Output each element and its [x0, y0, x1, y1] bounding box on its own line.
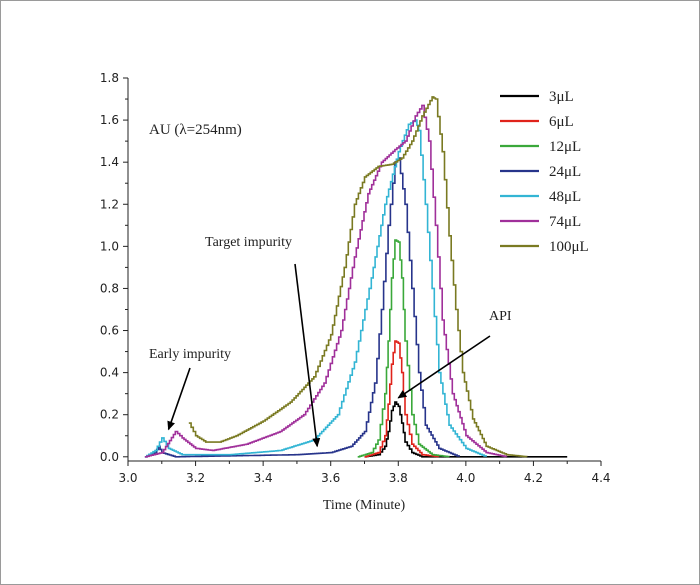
legend-label: 3μL: [549, 89, 574, 105]
x-tick-label: 3.8: [389, 471, 408, 485]
legend: 3μL 6μL 12μL 24μL 48μL 74μL 100μL: [500, 89, 589, 255]
y-axis-annotation: AU (λ=254nm): [149, 122, 242, 138]
x-tick-label: 4.2: [524, 471, 543, 485]
x-axis-label: Time (Minute): [323, 498, 406, 513]
annotation-arrow: [397, 335, 491, 399]
y-tick-label: 0.8: [100, 281, 119, 295]
legend-label: 12μL: [549, 139, 581, 155]
legend-label: 48μL: [549, 189, 581, 205]
annotations: Early impurity Target impurity API: [149, 235, 512, 448]
y-tick-label: 0.4: [100, 366, 119, 380]
y-tick-label: 1.0: [100, 239, 119, 253]
annotation-label: Target impurity: [205, 235, 292, 250]
y-tick-label: 0.0: [100, 450, 119, 464]
series-lines: [144, 96, 568, 458]
annotation-label: Early impurity: [149, 347, 231, 362]
annotation-label: API: [489, 309, 512, 324]
x-tick-label: 3.4: [254, 471, 273, 485]
legend-label: 24μL: [549, 164, 581, 180]
y-tick-label: 0.6: [100, 324, 119, 338]
series-line-24μL: [144, 157, 460, 458]
x-tick-label: 4.4: [591, 471, 610, 485]
y-tick-label: 1.4: [100, 155, 119, 169]
legend-label: 6μL: [549, 114, 574, 130]
x-tick-label: 4.0: [456, 471, 475, 485]
legend-label: 100μL: [549, 239, 589, 255]
x-tick-label: 3.6: [321, 471, 340, 485]
y-tick-label: 0.2: [100, 408, 119, 422]
annotation-arrow: [294, 263, 321, 448]
y-tick-label: 1.2: [100, 197, 119, 211]
legend-label: 74μL: [549, 214, 581, 230]
x-tick-label: 3.2: [186, 471, 205, 485]
series-line-6μL: [364, 340, 440, 458]
annotation-arrow: [167, 367, 191, 431]
series-line-12μL: [357, 239, 450, 458]
series-line-74μL: [144, 104, 508, 458]
x-tick-label: 3.0: [118, 471, 137, 485]
y-tick-label: 1.6: [100, 113, 119, 127]
series-line-48μL: [144, 119, 487, 458]
y-tick-label: 1.8: [100, 71, 119, 85]
series-line-100μL: [188, 96, 528, 458]
x-ticks: 3.0 3.2 3.4 3.6 3.8 4.0 4.2 4.4: [118, 461, 611, 485]
y-ticks: 0.0 0.2 0.4 0.6 0.8 1.0 1.2 1.4 1.6 1.8: [100, 71, 128, 464]
